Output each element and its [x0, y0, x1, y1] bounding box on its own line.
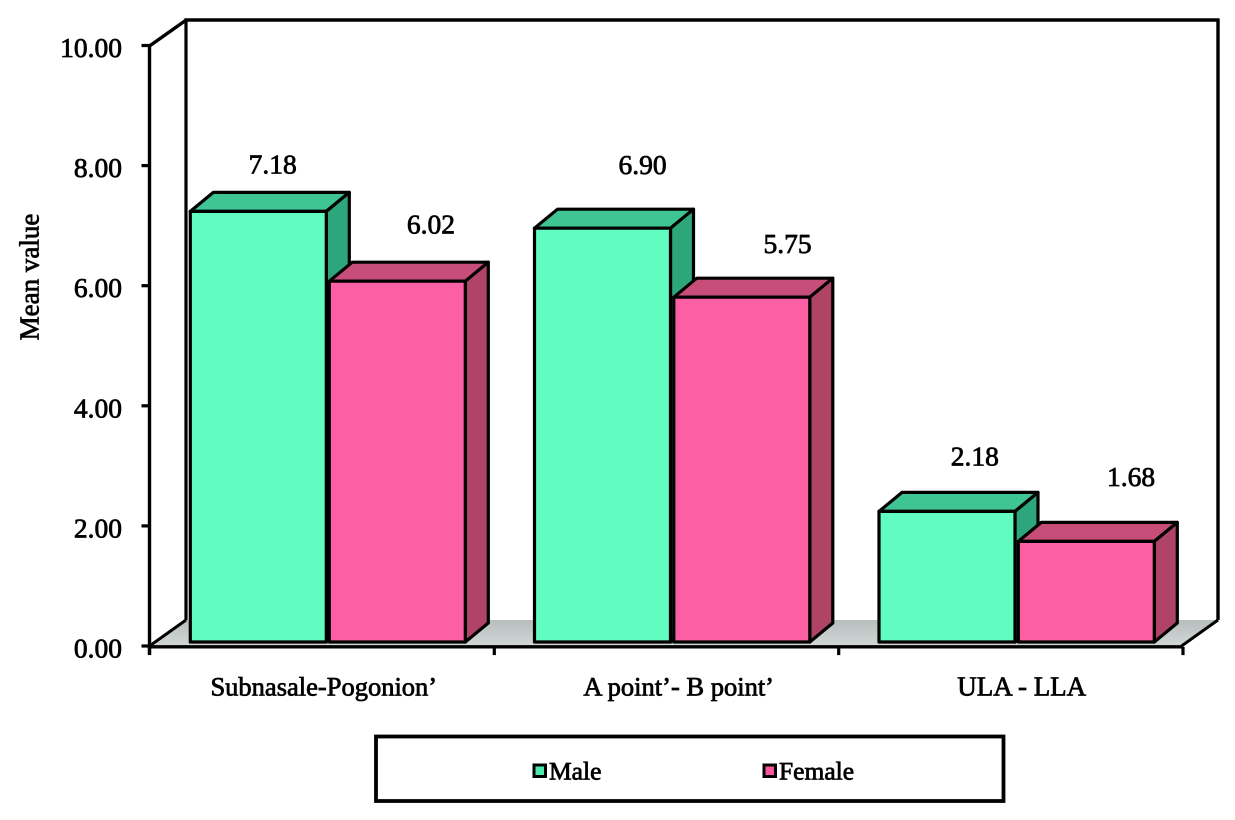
svg-text:5.75: 5.75	[763, 228, 811, 259]
svg-text:6.00: 6.00	[74, 272, 122, 303]
svg-text:0.00: 0.00	[74, 633, 122, 664]
svg-text:10.00: 10.00	[60, 32, 122, 63]
svg-text:Male: Male	[549, 757, 601, 786]
svg-text:6.90: 6.90	[619, 149, 667, 180]
svg-text:ULA - LLA: ULA - LLA	[957, 672, 1086, 702]
svg-text:4.00: 4.00	[74, 392, 122, 423]
svg-text:8.00: 8.00	[74, 152, 122, 183]
svg-text:2.18: 2.18	[951, 440, 999, 471]
svg-text:6.02: 6.02	[407, 209, 455, 240]
svg-text:Female: Female	[779, 757, 854, 786]
svg-text:7.18: 7.18	[249, 149, 297, 180]
svg-text:1.68: 1.68	[1107, 461, 1155, 492]
svg-text:Subnasale-Pogonion’: Subnasale-Pogonion’	[210, 672, 437, 702]
svg-text:A point’- B point’: A point’- B point’	[583, 672, 774, 702]
svg-text:2.00: 2.00	[74, 512, 122, 543]
svg-text:Mean value: Mean value	[15, 214, 45, 341]
